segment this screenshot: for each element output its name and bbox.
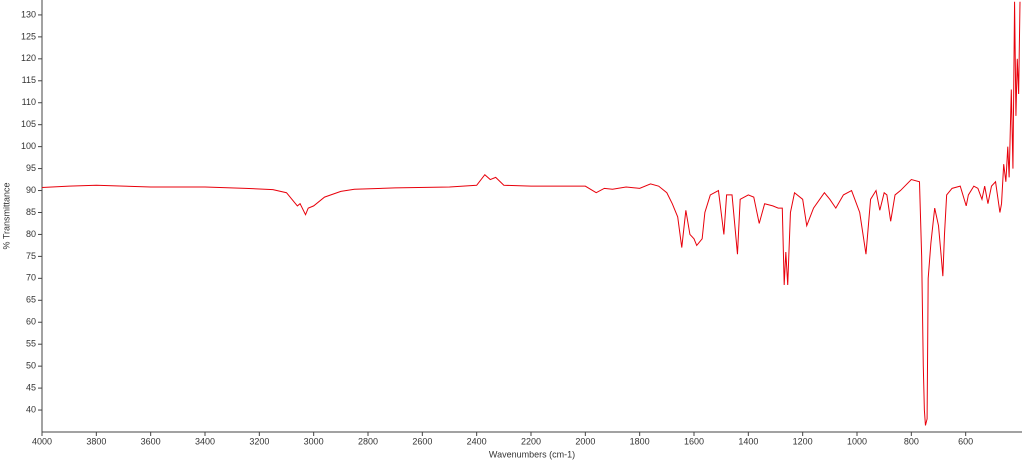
x-tick-label: 1200 — [793, 436, 813, 446]
y-tick-label: 40 — [26, 404, 36, 414]
y-tick-label: 125 — [21, 31, 36, 41]
x-tick-label: 3200 — [249, 436, 269, 446]
y-tick-label: 115 — [22, 75, 36, 85]
x-tick-label: 1000 — [847, 436, 867, 446]
x-tick-label: 1800 — [630, 436, 650, 446]
y-tick-label: 120 — [21, 53, 36, 63]
x-tick-label: 3800 — [86, 436, 106, 446]
x-tick-label: 2600 — [412, 436, 432, 446]
y-tick-label: 95 — [26, 163, 36, 173]
x-tick-label: 3600 — [141, 436, 161, 446]
y-tick-label: 55 — [26, 339, 36, 349]
x-tick-label: 600 — [958, 436, 973, 446]
x-tick-label: 800 — [904, 436, 919, 446]
x-tick-label: 3400 — [195, 436, 215, 446]
x-tick-label: 2200 — [521, 436, 541, 446]
y-tick-label: 90 — [26, 185, 36, 195]
y-tick-label: 85 — [26, 207, 36, 217]
x-tick-label: 4000 — [32, 436, 52, 446]
spectrum-line — [41, 1, 1021, 426]
y-tick-label: 45 — [26, 382, 36, 392]
y-tick-label: 60 — [26, 317, 36, 327]
y-tick-label: 130 — [21, 9, 36, 19]
y-tick-label: 110 — [22, 97, 36, 107]
y-tick-label: 100 — [21, 141, 36, 151]
y-tick-label: 75 — [26, 251, 36, 261]
x-tick-label: 2800 — [358, 436, 378, 446]
x-tick-label: 1600 — [684, 436, 704, 446]
y-tick-label: 65 — [26, 295, 36, 305]
y-tick-label: 70 — [26, 273, 36, 283]
y-axis-label: % Transmittance — [1, 182, 11, 249]
x-tick-label: 2400 — [467, 436, 487, 446]
x-axis-label: Wavenumbers (cm-1) — [489, 449, 575, 459]
x-tick-label: 3000 — [304, 436, 324, 446]
y-tick-label: 105 — [21, 119, 36, 129]
x-tick-label: 2000 — [575, 436, 595, 446]
x-tick-label: 1400 — [738, 436, 758, 446]
y-tick-label: 50 — [26, 361, 36, 371]
y-tick-label: 80 — [26, 229, 36, 239]
